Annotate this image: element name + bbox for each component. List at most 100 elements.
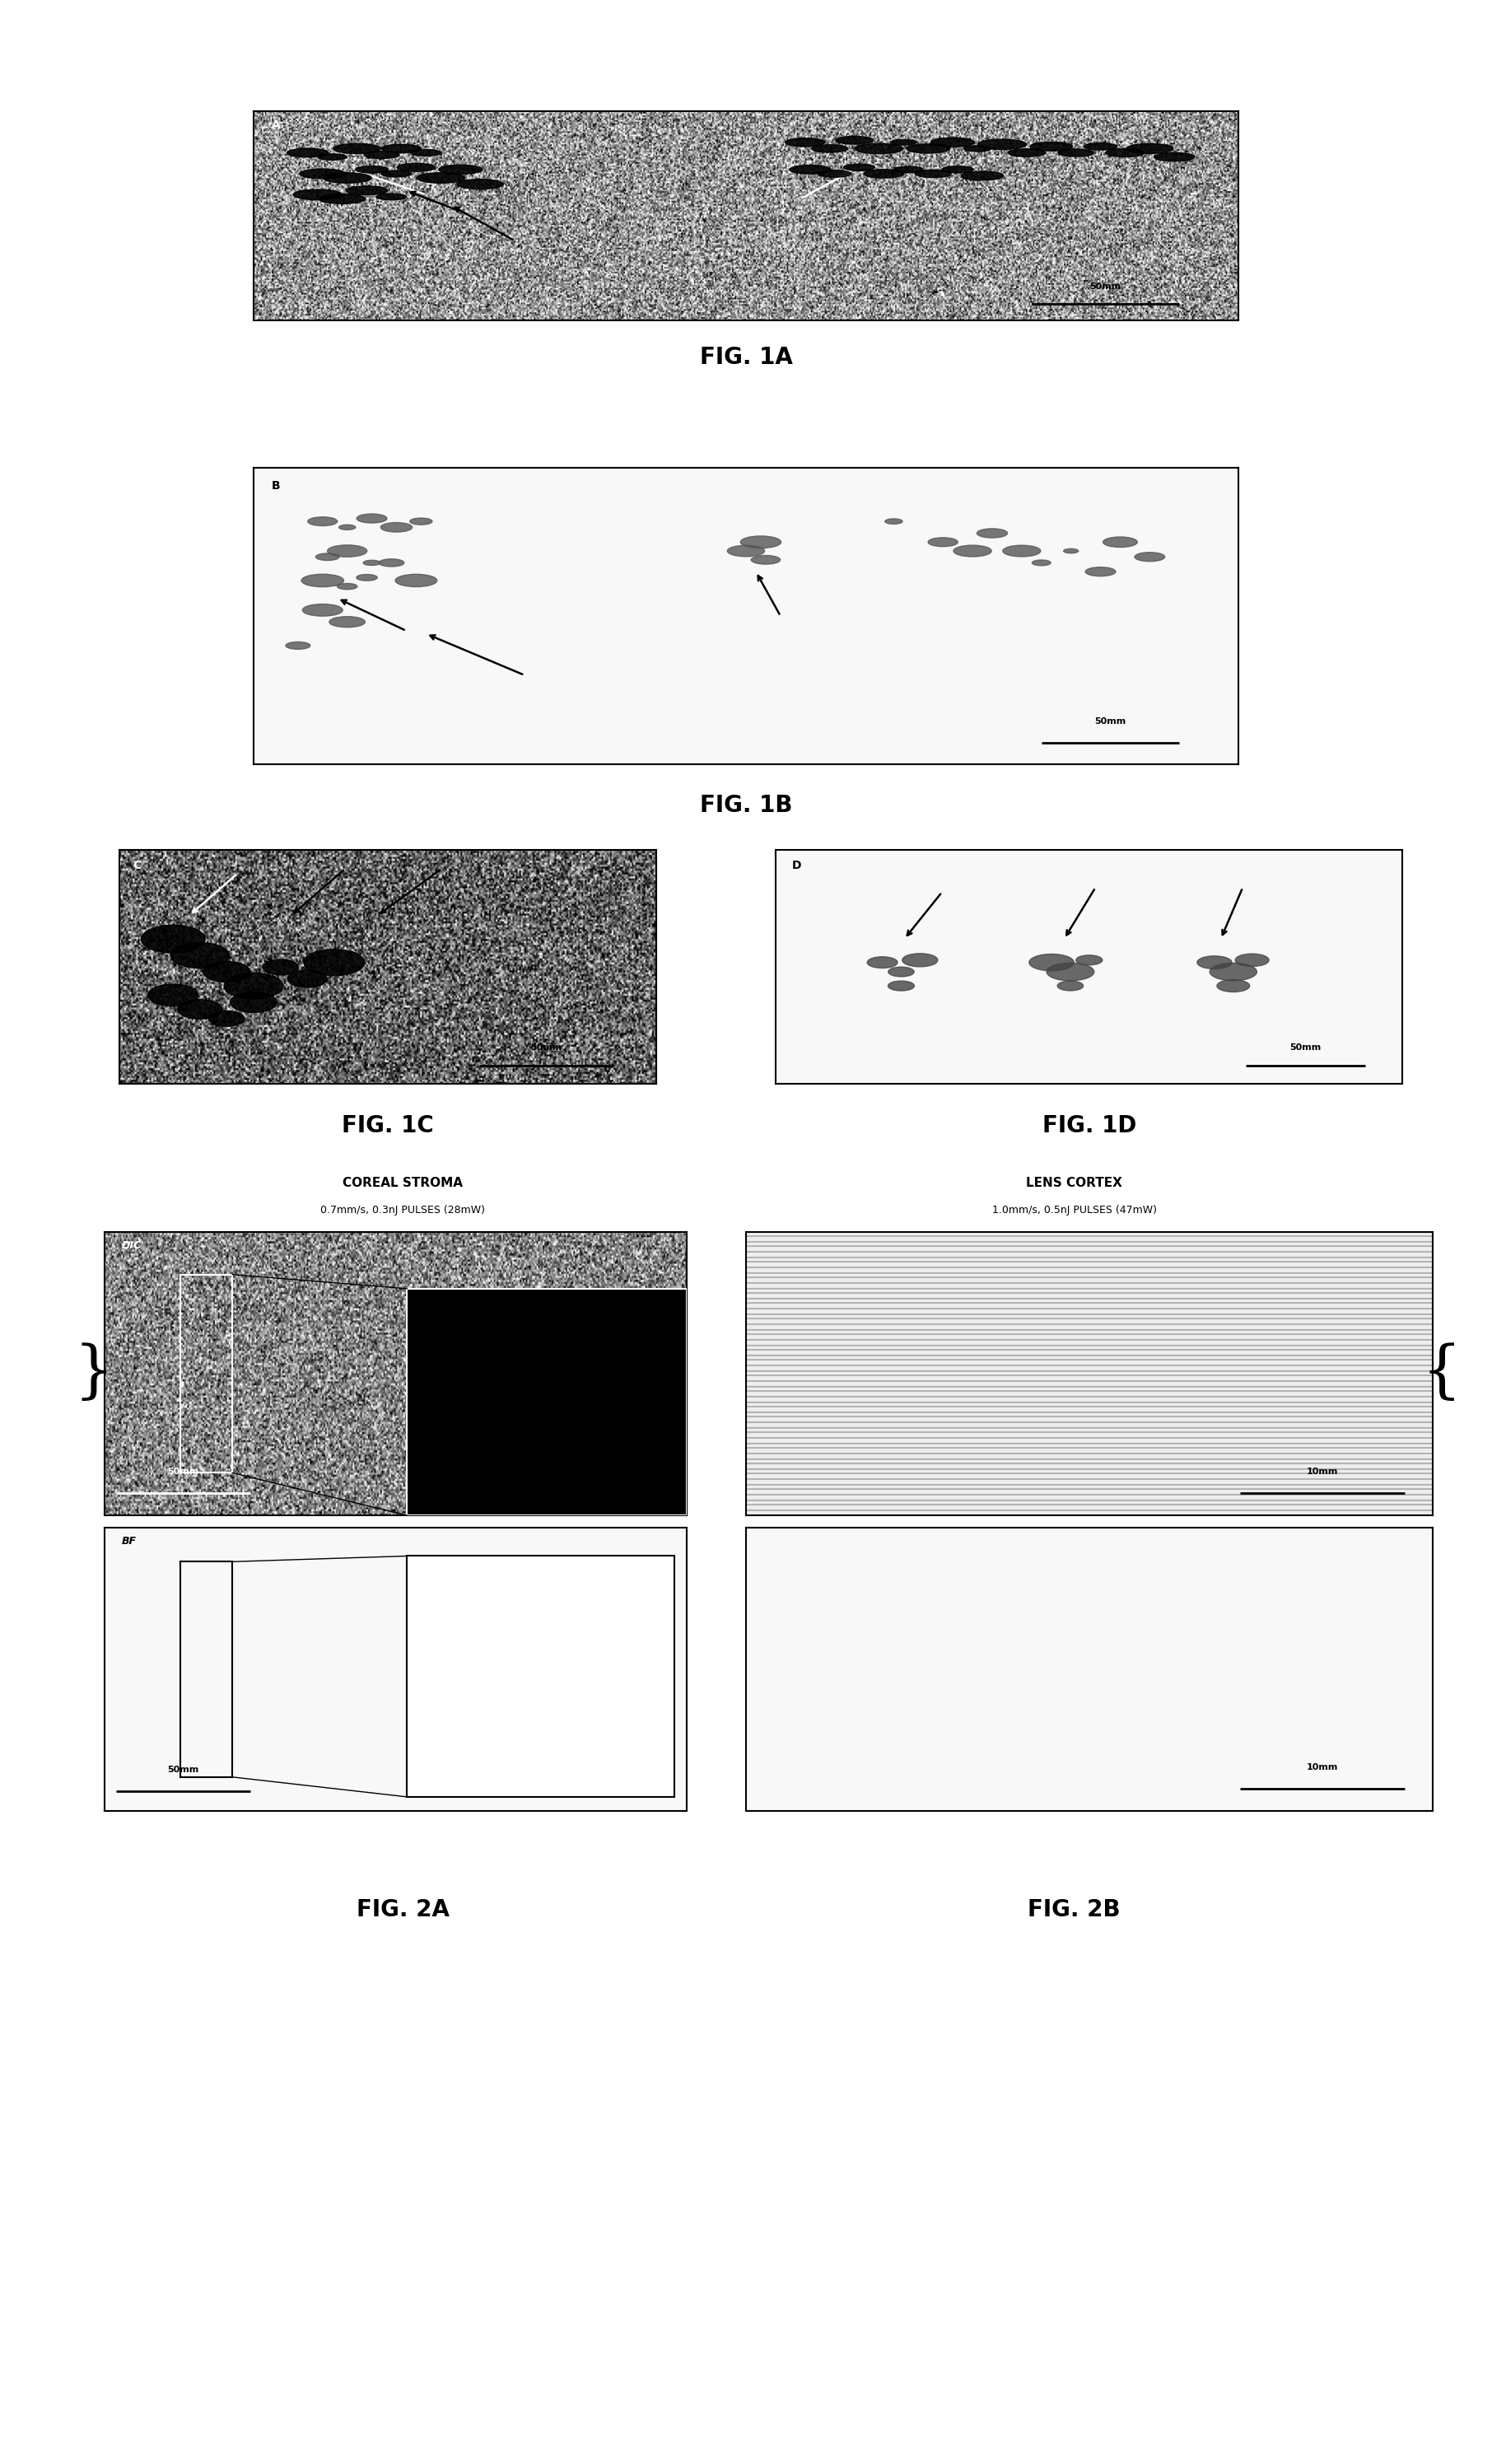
Text: FIG. 2B: FIG. 2B	[1028, 1897, 1120, 1922]
Circle shape	[888, 981, 915, 991]
Circle shape	[1029, 954, 1074, 971]
Circle shape	[224, 973, 283, 998]
Circle shape	[1058, 148, 1094, 158]
Bar	[407, 1289, 686, 1515]
Circle shape	[357, 515, 386, 522]
Circle shape	[307, 517, 337, 525]
Circle shape	[888, 966, 915, 976]
Circle shape	[903, 954, 937, 966]
Circle shape	[1217, 981, 1250, 993]
Circle shape	[1058, 981, 1083, 991]
Bar	[407, 1557, 674, 1796]
Circle shape	[1103, 537, 1137, 547]
Bar	[181, 1274, 233, 1473]
Circle shape	[855, 143, 903, 153]
Circle shape	[327, 545, 367, 557]
Circle shape	[885, 520, 903, 525]
Circle shape	[891, 140, 916, 145]
Text: 10mm: 10mm	[1307, 1764, 1338, 1772]
Circle shape	[1009, 148, 1046, 158]
Circle shape	[337, 584, 357, 589]
Circle shape	[1032, 559, 1050, 567]
Circle shape	[728, 545, 764, 557]
Circle shape	[931, 138, 974, 148]
Text: 1.0mm/s, 0.5nJ PULSES (47mW): 1.0mm/s, 0.5nJ PULSES (47mW)	[992, 1205, 1156, 1215]
Circle shape	[836, 136, 873, 145]
Text: COREAL STROMA: COREAL STROMA	[343, 1175, 463, 1190]
Circle shape	[1064, 549, 1079, 554]
Circle shape	[339, 525, 355, 530]
Text: 50mm: 50mm	[531, 1042, 562, 1052]
Circle shape	[1210, 963, 1256, 981]
Circle shape	[1003, 545, 1040, 557]
Circle shape	[395, 574, 437, 586]
Circle shape	[928, 537, 958, 547]
Circle shape	[953, 545, 992, 557]
Circle shape	[907, 143, 950, 153]
Circle shape	[867, 956, 898, 968]
Circle shape	[818, 170, 850, 177]
Circle shape	[316, 554, 339, 559]
Text: 50mm: 50mm	[1289, 1042, 1320, 1052]
Circle shape	[203, 961, 251, 983]
Bar	[181, 1562, 233, 1777]
Circle shape	[322, 172, 372, 182]
Circle shape	[439, 165, 482, 175]
Circle shape	[416, 172, 466, 182]
Circle shape	[333, 143, 380, 153]
Circle shape	[382, 170, 412, 177]
Circle shape	[1197, 956, 1232, 968]
Circle shape	[364, 150, 400, 158]
Circle shape	[304, 949, 364, 976]
Circle shape	[964, 145, 991, 153]
Circle shape	[941, 165, 973, 172]
Circle shape	[379, 559, 404, 567]
Circle shape	[410, 517, 433, 525]
Circle shape	[894, 168, 924, 172]
Circle shape	[1085, 567, 1116, 577]
Circle shape	[977, 530, 1007, 537]
Circle shape	[915, 170, 952, 177]
Circle shape	[1153, 153, 1195, 160]
Circle shape	[812, 145, 847, 153]
Circle shape	[1235, 954, 1270, 966]
Circle shape	[285, 643, 310, 648]
Circle shape	[288, 971, 327, 988]
Text: 50mm: 50mm	[167, 1767, 198, 1774]
Circle shape	[301, 574, 343, 586]
Circle shape	[740, 537, 780, 547]
Circle shape	[1085, 143, 1118, 150]
Text: FIG. 1A: FIG. 1A	[700, 345, 792, 370]
Circle shape	[148, 983, 198, 1005]
Circle shape	[363, 559, 380, 564]
Circle shape	[1106, 148, 1144, 158]
Text: BF: BF	[122, 1535, 137, 1547]
Circle shape	[300, 170, 346, 177]
Circle shape	[178, 1000, 222, 1020]
Text: A: A	[272, 118, 280, 131]
Text: 10mm: 10mm	[571, 1767, 603, 1774]
Text: C: C	[133, 860, 142, 870]
Circle shape	[319, 195, 366, 205]
Text: {: {	[1422, 1343, 1461, 1402]
Circle shape	[318, 153, 348, 160]
Circle shape	[346, 185, 388, 195]
Circle shape	[789, 165, 831, 175]
Circle shape	[263, 958, 298, 976]
Circle shape	[376, 195, 406, 200]
Circle shape	[330, 616, 366, 628]
Text: 50mm: 50mm	[1089, 283, 1120, 291]
Circle shape	[397, 163, 436, 172]
Circle shape	[355, 165, 388, 172]
Circle shape	[457, 180, 503, 190]
Text: FIG. 1C: FIG. 1C	[342, 1114, 434, 1138]
Circle shape	[1076, 956, 1103, 966]
Text: D: D	[791, 860, 801, 870]
Text: FIG. 1D: FIG. 1D	[1041, 1114, 1137, 1138]
Circle shape	[977, 140, 1026, 150]
Circle shape	[142, 924, 204, 954]
Circle shape	[382, 145, 421, 153]
Circle shape	[410, 150, 442, 155]
Circle shape	[843, 165, 874, 170]
Circle shape	[785, 138, 825, 145]
